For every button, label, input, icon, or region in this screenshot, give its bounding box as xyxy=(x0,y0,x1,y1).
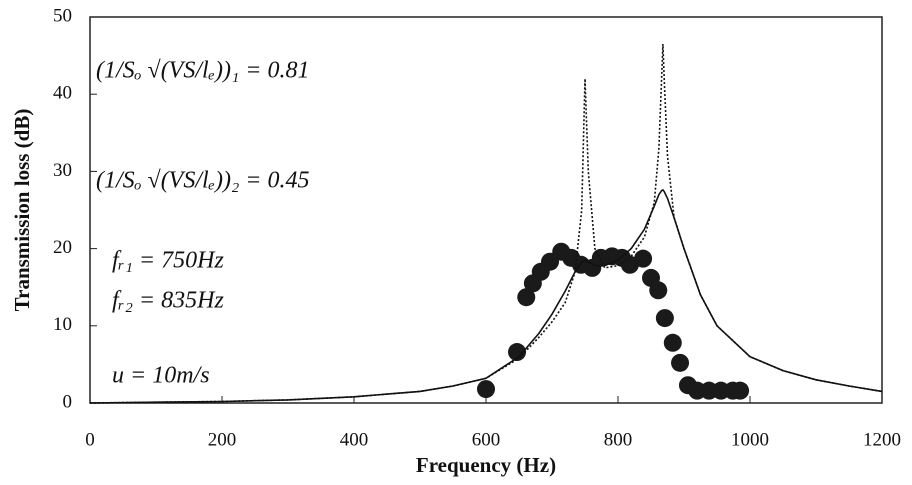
prediction-line xyxy=(89,188,883,404)
data-point xyxy=(731,381,750,400)
annotation: (1/Sₒ √(VS/lₑ))₂ = 0.45 xyxy=(96,168,310,194)
y-axis-title: Transmission loss (dB) xyxy=(10,109,34,312)
data-point xyxy=(508,343,527,362)
data-point xyxy=(671,353,690,372)
data-point xyxy=(634,249,653,268)
y-tick-label: 50 xyxy=(53,5,72,26)
y-tick-label: 30 xyxy=(53,160,72,181)
x-tick-label: 600 xyxy=(472,429,501,450)
annotation: fᵣ₂ = 835Hz xyxy=(112,288,224,314)
x-tick-label: 400 xyxy=(340,429,369,450)
data-point xyxy=(655,309,674,328)
prediction-line xyxy=(89,43,883,404)
x-tick-label: 800 xyxy=(604,429,633,450)
y-tick-label: 0 xyxy=(63,391,73,412)
x-tick-label: 0 xyxy=(85,429,95,450)
annotation: fᵣ₁ = 750Hz xyxy=(112,248,224,274)
y-tick-label: 10 xyxy=(53,314,72,335)
x-tick-label: 1000 xyxy=(731,429,769,450)
annotation: (1/Sₒ √(VS/lₑ))₁ = 0.81 xyxy=(96,58,310,84)
y-tick-label: 20 xyxy=(53,237,72,258)
x-tick-label: 1200 xyxy=(863,429,901,450)
x-tick-label: 200 xyxy=(208,429,237,450)
y-tick-label: 40 xyxy=(53,83,72,104)
data-point xyxy=(663,333,682,352)
x-axis-title: Frequency (Hz) xyxy=(416,453,556,477)
data-point xyxy=(477,380,495,399)
data-point xyxy=(517,288,536,307)
annotation: u = 10m/s xyxy=(112,363,210,389)
data-point xyxy=(649,281,668,300)
